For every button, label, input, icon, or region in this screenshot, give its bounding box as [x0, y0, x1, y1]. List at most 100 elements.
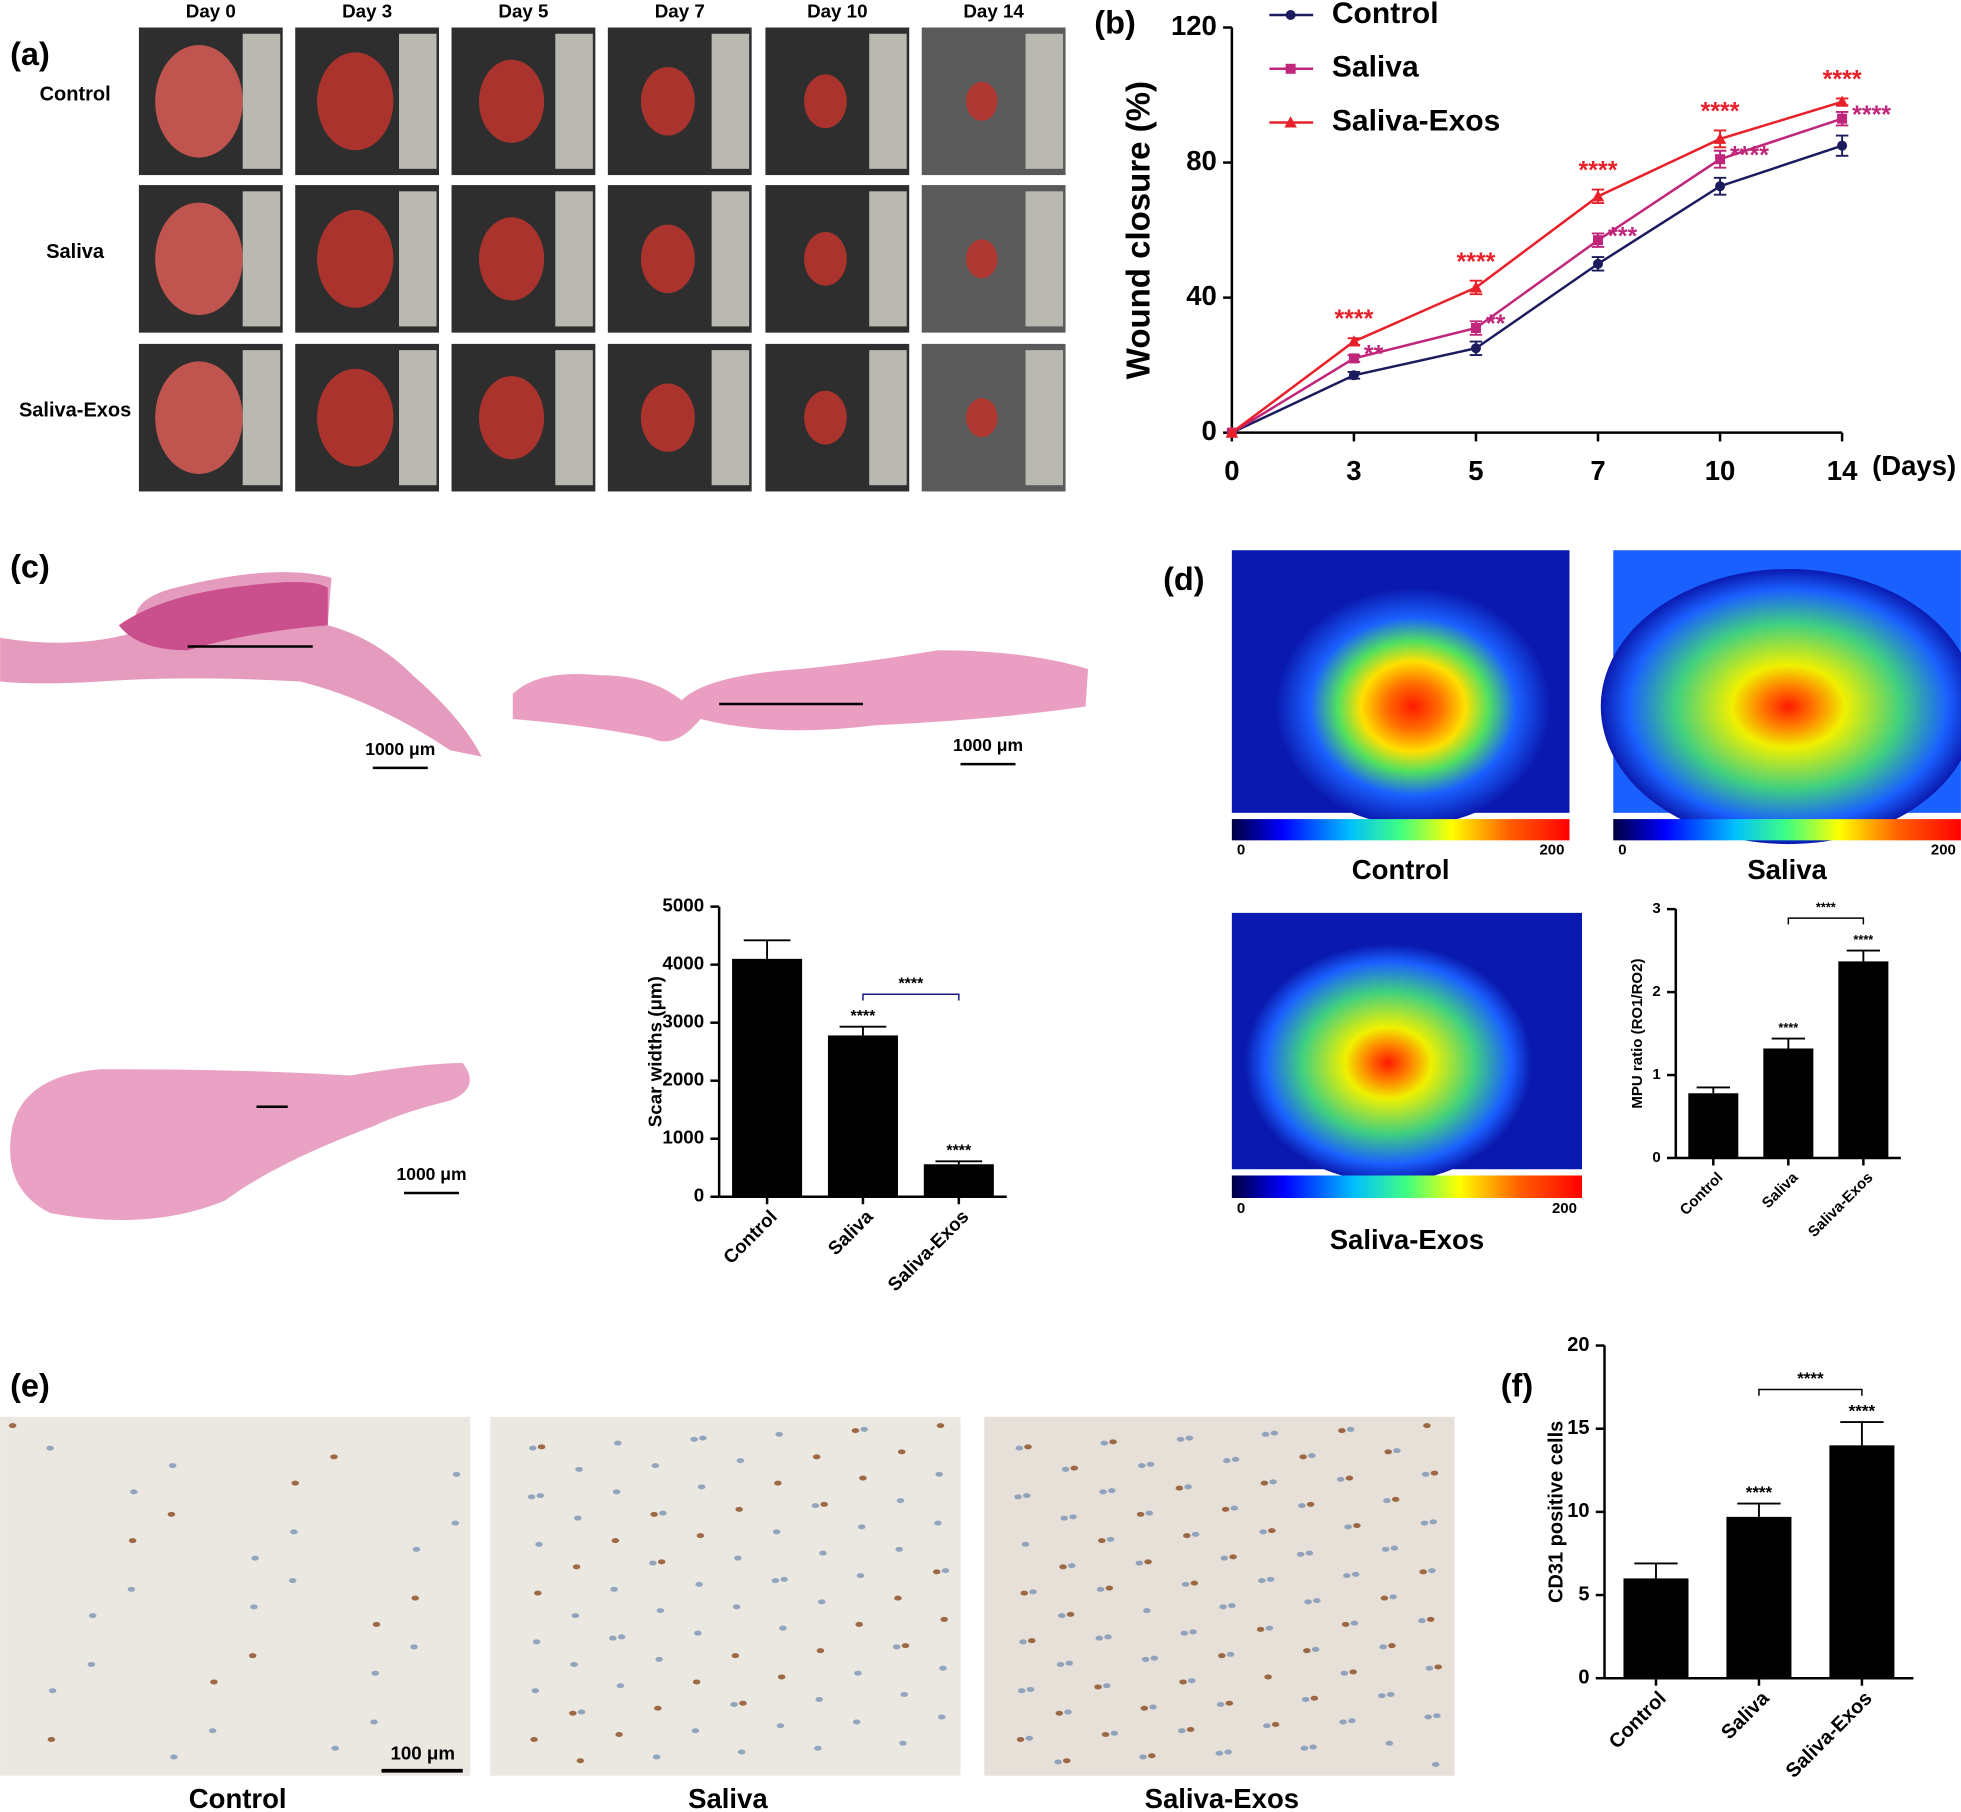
- legend-marker: [1284, 116, 1297, 128]
- wound: [317, 52, 394, 151]
- stain: [1023, 1493, 1031, 1499]
- stain: [372, 1621, 381, 1627]
- stain: [1054, 1759, 1062, 1765]
- stain: [1389, 1594, 1397, 1600]
- stain: [1069, 1514, 1077, 1520]
- stain: [1268, 1528, 1276, 1534]
- stain: [1063, 1758, 1071, 1764]
- image-label: Saliva-Exos: [1330, 1224, 1484, 1255]
- wound: [965, 81, 998, 121]
- stain: [1066, 1611, 1075, 1617]
- stain: [1263, 1723, 1271, 1729]
- y-tick-label: 1000: [662, 1127, 704, 1148]
- stain: [1433, 1713, 1441, 1719]
- stain: [610, 1586, 618, 1592]
- comparison-bracket: [1787, 917, 1865, 925]
- stain: [936, 1423, 945, 1429]
- x-tick-label: 5: [1468, 455, 1483, 486]
- stain: [1068, 1563, 1076, 1569]
- ihc-image: [490, 1416, 961, 1776]
- perfusion-spot: [1600, 569, 1961, 845]
- stain: [941, 1568, 950, 1574]
- image-label: Saliva: [1747, 854, 1827, 885]
- marker: [1835, 95, 1849, 107]
- stain: [1425, 1665, 1434, 1671]
- stain: [1383, 1498, 1391, 1504]
- scale-bar-label: 1000 μm: [365, 739, 435, 759]
- stain: [1229, 1554, 1237, 1560]
- stain: [935, 1471, 943, 1477]
- stain: [572, 1564, 581, 1570]
- stain: [291, 1480, 299, 1486]
- y-tick-label: 0: [694, 1185, 704, 1206]
- day-label: Day 3: [342, 0, 392, 21]
- stain: [899, 1740, 907, 1746]
- stain: [857, 1524, 866, 1530]
- ruler: [242, 33, 281, 169]
- stain: [732, 1604, 741, 1610]
- stain: [48, 1688, 57, 1694]
- legend-label: Control: [1332, 0, 1439, 30]
- ruler: [242, 191, 281, 327]
- stain: [537, 1444, 546, 1450]
- stain: [730, 1701, 738, 1707]
- stain: [1221, 1506, 1230, 1512]
- stain: [932, 1569, 941, 1575]
- marker: [1715, 154, 1726, 165]
- y-tick-label: 0: [1578, 1666, 1589, 1688]
- x-axis-label: (Days): [1872, 450, 1956, 481]
- stain: [1026, 1686, 1035, 1692]
- stain: [1223, 1458, 1231, 1464]
- stain: [815, 1696, 823, 1702]
- stain: [331, 1745, 339, 1751]
- stain: [897, 1449, 906, 1455]
- marker: [1715, 181, 1726, 192]
- series-line: [1231, 100, 1843, 434]
- stain: [1186, 1726, 1195, 1732]
- significance: ****: [1823, 66, 1862, 94]
- stain: [814, 1745, 822, 1751]
- stain: [1149, 1704, 1157, 1710]
- panel-label: (c): [10, 549, 50, 585]
- y-tick-label: 0: [1202, 415, 1217, 446]
- marker: [1470, 323, 1481, 334]
- significance: ****: [1853, 932, 1873, 947]
- stain: [1264, 1674, 1272, 1680]
- stain: [859, 1475, 867, 1481]
- bar: [1838, 961, 1889, 1158]
- stain: [1424, 1714, 1432, 1720]
- stain: [1349, 1669, 1357, 1675]
- stain: [1058, 1613, 1066, 1619]
- stain: [1305, 1550, 1314, 1556]
- stain: [371, 1670, 380, 1676]
- stain: [1350, 1620, 1359, 1626]
- stain: [1259, 1529, 1267, 1535]
- ruler: [242, 350, 281, 486]
- ruler: [711, 191, 750, 327]
- stain: [860, 1426, 868, 1432]
- stain: [1299, 1454, 1307, 1460]
- ruler: [1025, 33, 1064, 169]
- x-tick-label: Saliva-Exos: [1782, 1687, 1877, 1782]
- stain: [575, 1466, 583, 1472]
- stain: [1018, 1688, 1026, 1694]
- stain: [1336, 1476, 1345, 1482]
- stain: [774, 1480, 782, 1486]
- stain: [659, 1510, 667, 1516]
- stain: [1101, 1731, 1110, 1737]
- stain: [288, 1578, 297, 1584]
- histology: [118, 582, 328, 651]
- stain: [616, 1683, 625, 1689]
- stain: [1150, 1655, 1159, 1661]
- wound: [317, 209, 394, 308]
- stain: [651, 1463, 660, 1469]
- stain: [1135, 1560, 1144, 1566]
- stain: [811, 1503, 820, 1509]
- stain: [1260, 1480, 1269, 1486]
- stain: [1179, 1679, 1187, 1685]
- wound: [317, 368, 394, 467]
- significance: ****: [1334, 305, 1373, 333]
- bar: [1623, 1578, 1689, 1679]
- stain: [127, 1586, 136, 1592]
- stain: [655, 1656, 663, 1662]
